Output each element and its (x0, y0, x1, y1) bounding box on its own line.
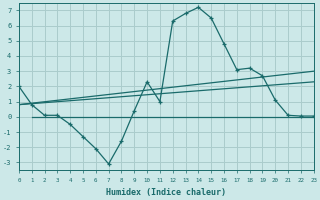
X-axis label: Humidex (Indice chaleur): Humidex (Indice chaleur) (106, 188, 226, 197)
